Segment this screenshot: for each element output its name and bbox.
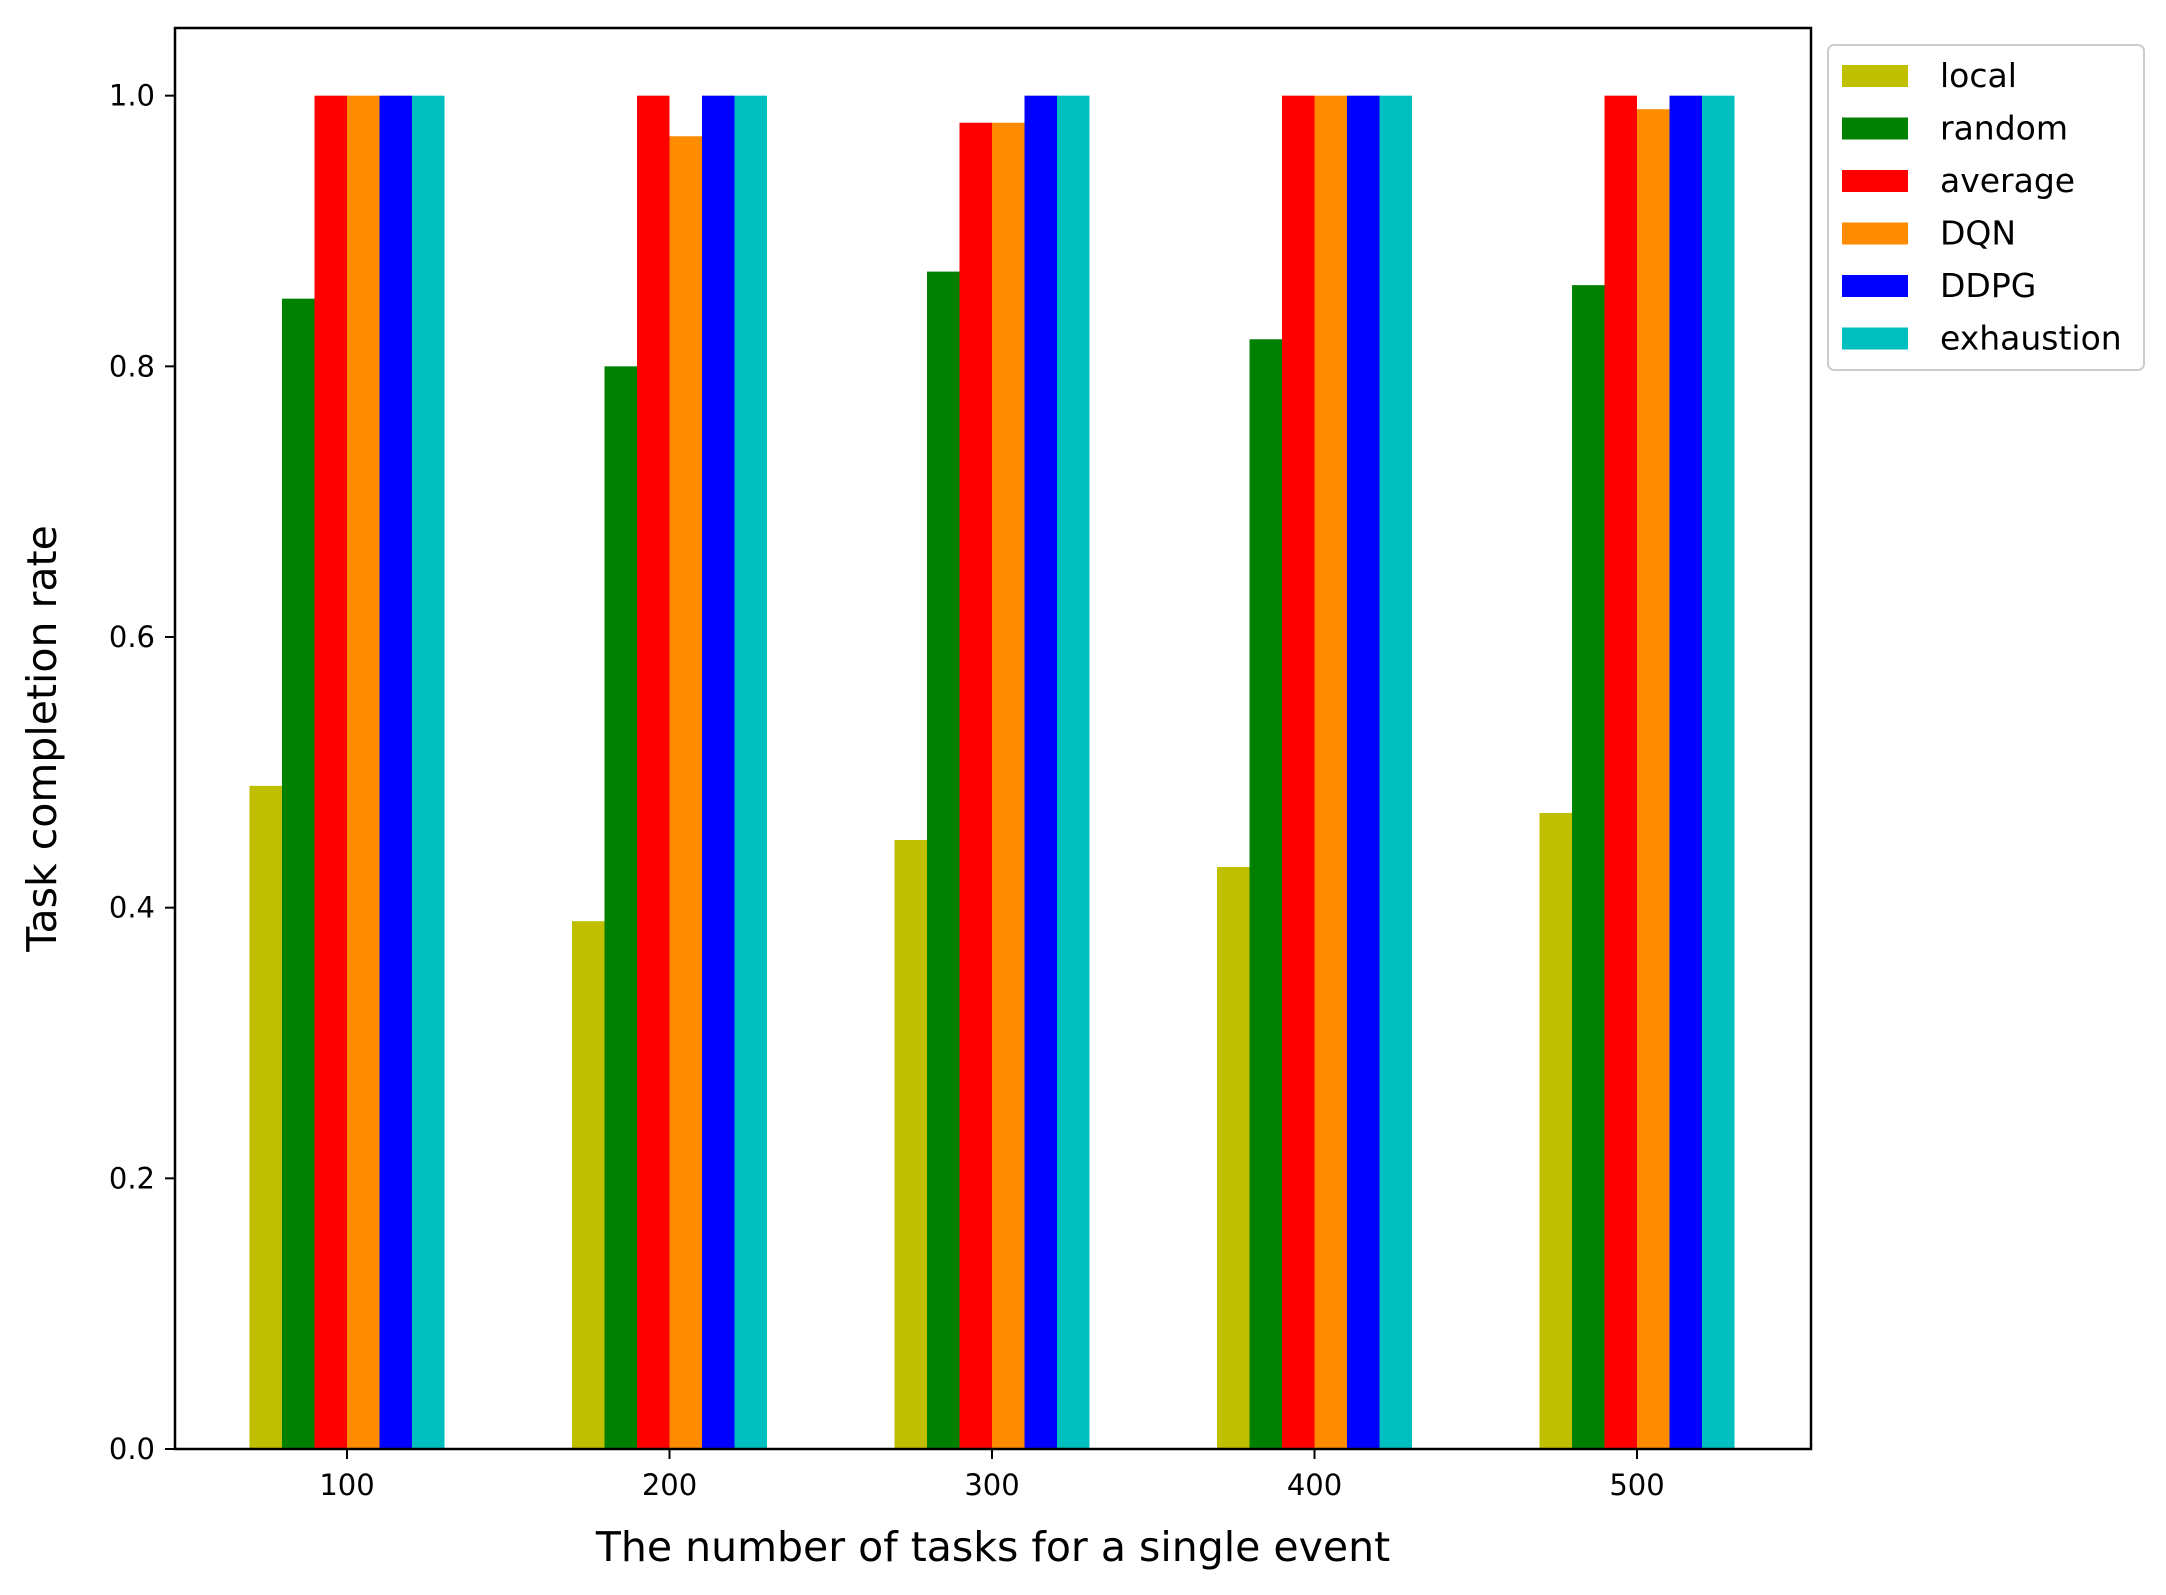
bar-exhaustion-300: [1057, 95, 1090, 1450]
y-axis: 0.0 0.2 0.4 0.6 0.8 1.0: [109, 79, 175, 1466]
bar-DQN-200: [669, 136, 702, 1450]
legend-label-random: random: [1940, 109, 2068, 148]
bar-DDPG-200: [702, 95, 735, 1450]
legend-swatch-average: [1842, 170, 1908, 192]
bar-exhaustion-200: [734, 95, 767, 1450]
bar-DDPG-500: [1669, 95, 1702, 1450]
bar-random-400: [1249, 339, 1282, 1450]
legend-swatch-DQN: [1842, 222, 1908, 245]
y-tick-label: 1.0: [109, 79, 155, 113]
bar-random-500: [1572, 285, 1605, 1450]
bar-random-300: [927, 271, 960, 1450]
bar-DQN-300: [992, 122, 1025, 1450]
bar-local-100: [249, 785, 282, 1449]
x-axis: 100 200 300 400 500: [319, 1449, 1665, 1502]
bar-exhaustion-500: [1702, 95, 1735, 1450]
x-tick-label: 500: [1609, 1468, 1664, 1502]
bar-DDPG-100: [379, 95, 412, 1450]
legend-label-average: average: [1940, 161, 2075, 200]
bar-average-200: [637, 95, 670, 1450]
x-tick-label: 200: [642, 1468, 697, 1502]
x-tick-label: 300: [964, 1468, 1019, 1502]
bar-DQN-100: [347, 95, 380, 1450]
legend-swatch-DDPG: [1842, 275, 1908, 297]
bar-DDPG-300: [1024, 95, 1057, 1450]
bar-random-100: [282, 298, 315, 1450]
bar-average-100: [314, 95, 347, 1450]
bar-exhaustion-100: [412, 95, 445, 1450]
bar-DQN-500: [1637, 109, 1670, 1450]
x-axis-label: The number of tasks for a single event: [595, 1523, 1390, 1571]
legend-swatch-local: [1842, 65, 1908, 87]
bar-local-400: [1217, 867, 1250, 1449]
bar-DQN-400: [1314, 95, 1347, 1450]
bar-random-200: [604, 366, 637, 1449]
legend-label-local: local: [1940, 56, 2017, 95]
bar-local-200: [572, 921, 605, 1449]
bar-local-300: [894, 840, 927, 1449]
bar-local-500: [1539, 812, 1572, 1449]
bar-average-500: [1604, 95, 1637, 1450]
y-tick-label: 0.8: [109, 349, 155, 383]
bar-DDPG-400: [1347, 95, 1380, 1450]
legend-label-DDPG: DDPG: [1940, 266, 2036, 305]
x-tick-label: 100: [319, 1468, 374, 1502]
bar-exhaustion-400: [1379, 95, 1412, 1450]
bar-average-300: [959, 122, 992, 1450]
bar-average-400: [1282, 95, 1315, 1450]
legend-swatch-exhaustion: [1842, 327, 1908, 350]
x-tick-label: 400: [1287, 1468, 1342, 1502]
y-tick-label: 0.0: [109, 1432, 155, 1466]
y-axis-label: Task completion rate: [18, 525, 66, 953]
bars-layer: [249, 95, 1735, 1450]
y-tick-label: 0.2: [109, 1161, 155, 1195]
legend: local random average DQN DDPG exhaustion: [1827, 44, 2145, 371]
legend-label-DQN: DQN: [1940, 214, 2016, 253]
y-tick-label: 0.6: [109, 620, 155, 654]
legend-label-exhaustion: exhaustion: [1940, 319, 2122, 358]
y-tick-label: 0.4: [109, 891, 155, 925]
legend-swatch-random: [1842, 117, 1908, 140]
